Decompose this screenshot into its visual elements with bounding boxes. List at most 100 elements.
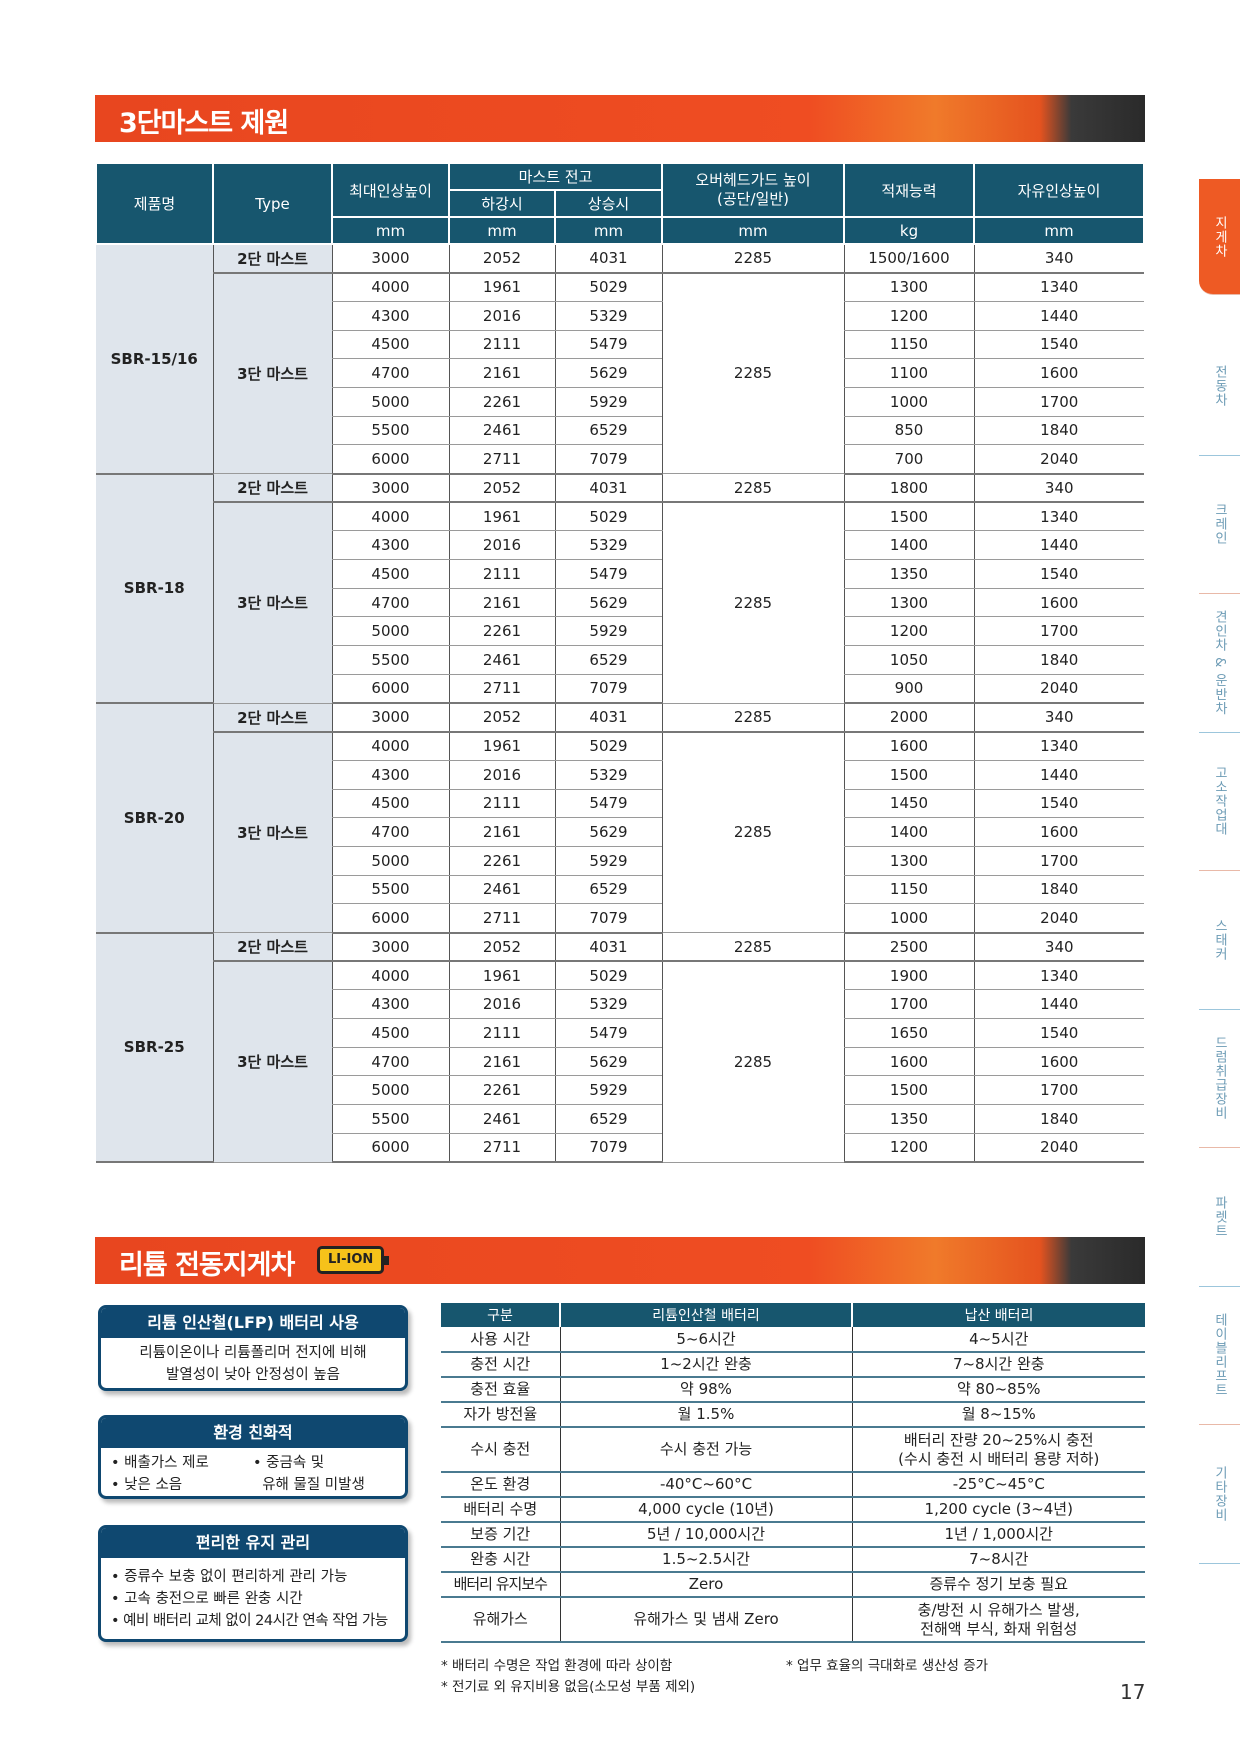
lowered-height: 2711 bbox=[448, 674, 555, 704]
feature-box-lfp: 리튬 인산철(LFP) 배터리 사용 리튬이온이나 리튬폴리머 전지에 비해 발… bbox=[98, 1305, 408, 1391]
table-row: 온도 환경 -40°C~60°C -25°C~45°C bbox=[441, 1472, 1145, 1498]
mast-spec-table: 제품명 Type 최대인상높이 마스트 전고 오버헤드가드 높이 (공단/일반)… bbox=[95, 162, 1145, 1163]
side-tab[interactable]: 지게차 bbox=[1199, 179, 1240, 295]
max-lift-height: 6000 bbox=[331, 674, 449, 704]
lead-acid-value: 7~8시간 완충 bbox=[851, 1352, 1145, 1378]
table-row: 6000 2711 7079 700 2040 bbox=[96, 444, 1144, 475]
feature-line: • 증류수 보충 없이 편리하게 관리 가능 bbox=[111, 1569, 348, 1585]
category-label: 수시 충전 bbox=[441, 1427, 560, 1473]
lowered-height: 2161 bbox=[448, 817, 555, 847]
load-capacity: 1100 bbox=[843, 358, 974, 388]
lead-acid-value: 4~5시간 bbox=[851, 1327, 1145, 1353]
free-lift-height: 1600 bbox=[973, 358, 1144, 388]
lowered-height: 2461 bbox=[448, 1104, 555, 1134]
col-lowered: 하강시 bbox=[448, 189, 556, 218]
lowered-height: 2711 bbox=[448, 903, 555, 934]
max-lift-height: 4500 bbox=[331, 330, 449, 360]
col-extended: 상승시 bbox=[554, 189, 663, 218]
table-row: 4700 2161 5629 1300 1600 bbox=[96, 588, 1144, 618]
table-row: 5000 2261 5929 1500 1700 bbox=[96, 1075, 1144, 1106]
max-lift-height: 6000 bbox=[331, 903, 449, 934]
table-row: SBR-20 2단 마스트 3000 2052 4031 2285 2000 340 bbox=[96, 703, 1144, 934]
side-tab[interactable]: 기타장비 bbox=[1199, 1425, 1240, 1564]
col-type: Type bbox=[212, 162, 333, 245]
lowered-height: 2461 bbox=[448, 645, 555, 675]
extended-height: 5029 bbox=[554, 502, 662, 532]
extended-height: 7079 bbox=[554, 444, 662, 475]
extended-height: 5629 bbox=[554, 358, 662, 388]
table-row: 4300 2016 5329 1200 1440 bbox=[96, 301, 1144, 331]
table-row: 보증 기간 5년 / 10,000시간 1년 / 1,000시간 bbox=[441, 1522, 1145, 1548]
table-row: 3단 마스트 4000 1961 5029 2285 1600 1340 bbox=[96, 731, 1144, 933]
lowered-height: 2161 bbox=[448, 588, 555, 618]
side-tab[interactable]: 견인차 & 운반차 bbox=[1199, 594, 1240, 733]
side-tab[interactable]: 전동차 bbox=[1199, 317, 1240, 456]
load-capacity: 1200 bbox=[843, 616, 974, 647]
side-tab[interactable]: 파렛트 bbox=[1199, 1148, 1240, 1287]
side-tab[interactable]: 드럼취급장비 bbox=[1199, 1010, 1240, 1148]
feature-line: • 배출가스 제로 bbox=[111, 1455, 209, 1471]
free-lift-height: 1340 bbox=[973, 502, 1144, 532]
table-row: 유해가스 유해가스 및 냄새 Zero 충/방전 시 유해가스 발생, 전해액 부식… bbox=[441, 1597, 1145, 1643]
section-title: 3단마스트 제원 bbox=[119, 108, 289, 139]
table-row: 충전 시간 1~2시간 완충 7~8시간 완충 bbox=[441, 1352, 1145, 1378]
extended-height: 4031 bbox=[554, 932, 662, 963]
table-row: 3단 마스트 4000 1961 5029 2285 1300 1340 bbox=[96, 272, 1144, 474]
load-capacity: 1500 bbox=[843, 1075, 974, 1106]
extended-height: 5629 bbox=[554, 1047, 662, 1077]
category-label: 충전 시간 bbox=[441, 1352, 560, 1378]
extended-height: 5629 bbox=[554, 817, 662, 847]
free-lift-height: 2040 bbox=[973, 903, 1144, 934]
extended-height: 5929 bbox=[554, 616, 662, 647]
max-lift-height: 6000 bbox=[331, 444, 449, 475]
col-free-lift: 자유인상높이 bbox=[973, 162, 1145, 218]
table-row: 5500 2461 6529 1350 1840 bbox=[96, 1104, 1144, 1134]
free-lift-height: 1700 bbox=[973, 846, 1144, 876]
extended-height: 6529 bbox=[554, 416, 662, 446]
extended-height: 5329 bbox=[554, 760, 662, 790]
lowered-height: 2461 bbox=[448, 875, 555, 905]
free-lift-height: 1600 bbox=[973, 588, 1144, 618]
max-lift-height: 5000 bbox=[331, 846, 449, 876]
feature-title: 편리한 유지 관리 bbox=[101, 1528, 405, 1558]
lowered-height: 2111 bbox=[448, 1018, 555, 1048]
free-lift-height: 1840 bbox=[973, 1104, 1144, 1134]
table-row: SBR-25 2단 마스트 3000 2052 4031 2285 2500 340 bbox=[96, 932, 1144, 1163]
lowered-height: 2261 bbox=[448, 616, 555, 647]
feature-box-maintenance: 편리한 유지 관리 • 증류수 보충 없이 편리하게 관리 가능 • 고속 충전… bbox=[98, 1525, 408, 1642]
free-lift-height: 1600 bbox=[973, 817, 1144, 847]
free-lift-height: 1340 bbox=[973, 961, 1144, 991]
extended-height: 5479 bbox=[554, 559, 662, 589]
mast-type: 3단 마스트 bbox=[212, 731, 332, 933]
overhead-guard-height: 2285 bbox=[661, 502, 844, 704]
table-row: 4700 2161 5629 1600 1600 bbox=[96, 1047, 1144, 1077]
side-tab[interactable]: 스태커 bbox=[1199, 871, 1240, 1010]
side-tab[interactable]: 테이블리프트 bbox=[1199, 1287, 1240, 1425]
extended-height: 7079 bbox=[554, 903, 662, 934]
load-capacity: 700 bbox=[843, 444, 974, 475]
table-row: 배터리 수명 4,000 cycle (10년) 1,200 cycle (3~4년… bbox=[441, 1497, 1145, 1523]
side-tab[interactable]: 크레인 bbox=[1199, 456, 1240, 594]
side-tab[interactable]: 고소작업대 bbox=[1199, 733, 1240, 871]
free-lift-height: 340 bbox=[973, 473, 1144, 504]
free-lift-height: 2040 bbox=[973, 1133, 1144, 1163]
lead-acid-value: 충/방전 시 유해가스 발생, 전해액 부식, 화재 위험성 bbox=[851, 1597, 1145, 1643]
max-lift-height: 3000 bbox=[331, 244, 449, 274]
col-lead-acid: 납산 배터리 bbox=[851, 1303, 1145, 1327]
side-tab-label: 드럼취급장비 bbox=[1212, 1036, 1227, 1121]
table-row: 4300 2016 5329 1700 1440 bbox=[96, 989, 1144, 1020]
lfp-value: Zero bbox=[559, 1572, 852, 1598]
load-capacity: 1300 bbox=[843, 272, 974, 302]
battery-comparison-table: 구분 리튬인산철 배터리 납산 배터리 사용 시간 5~6시간 4~5시간 충전 시간… bbox=[441, 1303, 1145, 1643]
unit-label: mm bbox=[448, 216, 556, 245]
unit-label: mm bbox=[661, 216, 845, 245]
load-capacity: 1700 bbox=[843, 989, 974, 1020]
load-capacity: 1500 bbox=[843, 502, 974, 532]
max-lift-height: 5000 bbox=[331, 1075, 449, 1106]
lfp-value: 월 1.5% bbox=[559, 1402, 852, 1428]
load-capacity: 2500 bbox=[843, 932, 974, 963]
overhead-guard-height: 2285 bbox=[661, 703, 844, 733]
table-row: 사용 시간 5~6시간 4~5시간 bbox=[441, 1327, 1145, 1353]
free-lift-height: 1700 bbox=[973, 1075, 1144, 1106]
side-tab-label: 견인차 & 운반차 bbox=[1212, 610, 1227, 716]
